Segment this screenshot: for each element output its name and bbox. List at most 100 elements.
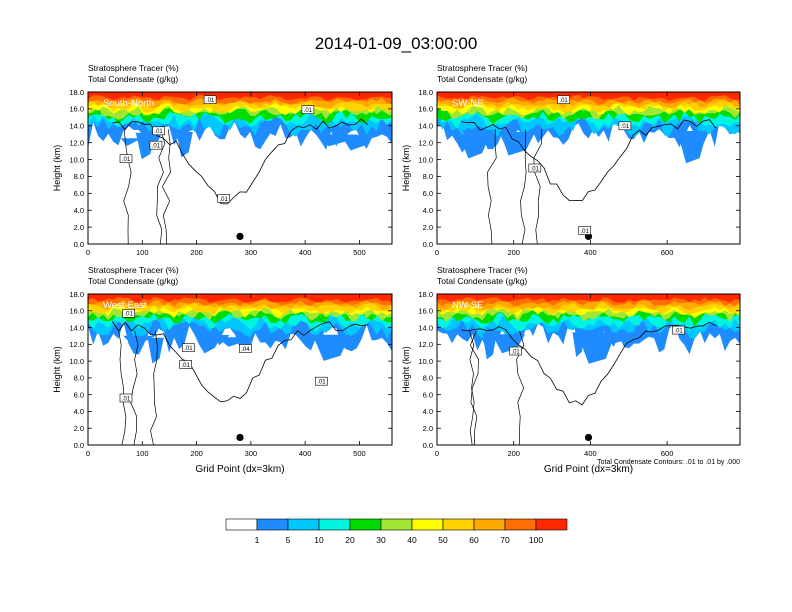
y-tick-label: 16.0 [418, 307, 433, 316]
contour-label: .01 [122, 396, 131, 402]
colorbar-cell [442, 518, 475, 531]
panel-label: SW-NE [452, 98, 484, 109]
location-marker [236, 433, 244, 442]
colorbar-label: 100 [529, 535, 543, 545]
y-tick-label: 16.0 [69, 105, 84, 114]
x-tick-label: 200 [190, 449, 203, 458]
panel-2: .01 .01 .01 .01 SW-NE Stratosphere Tracer (%)… [401, 63, 741, 257]
x-tick-label: 0 [435, 248, 439, 257]
contour-label-box [122, 308, 135, 318]
panel-3: .01.01.01.04.01.01West-EastStratosphere … [52, 265, 393, 475]
plot-frame [436, 293, 741, 446]
panel-title-line: Total Condensate (g/kg) [88, 276, 178, 286]
colorbar-cell [504, 518, 537, 531]
panel-title-line: Total Condensate (g/kg) [88, 74, 178, 84]
contour-label: .01 [152, 144, 161, 150]
contour-label-box [578, 226, 592, 235]
colorbar-cell [380, 518, 413, 531]
y-tick-label: 14.0 [69, 323, 84, 332]
y-tick-label: 6.0 [423, 390, 433, 399]
y-tick-label: 2.0 [423, 424, 433, 433]
contour-label-box [119, 154, 133, 163]
contour-label-box [528, 163, 542, 173]
contour-label: .04 [241, 347, 250, 353]
plot-area: .01 .01 .01 .01 [437, 92, 740, 244]
x-axis-label: Grid Point (dx=3km) [195, 464, 284, 475]
x-tick-label: 0 [435, 449, 439, 458]
colorbar-label: 70 [500, 535, 510, 545]
condensate-contour [520, 129, 527, 244]
contour-label: .01 [559, 98, 568, 104]
y-tick-label: 4.0 [423, 407, 433, 416]
y-tick-label: 6.0 [74, 390, 84, 399]
panel-title-line: Total Condensate (g/kg) [437, 276, 527, 286]
condensate-contour [487, 129, 497, 244]
panels: .01 .01 .01 .01 .01 .01 South-North Stratospher… [52, 63, 741, 475]
y-tick-label: 8.0 [423, 374, 433, 383]
x-tick-label: 600 [661, 248, 674, 257]
contour-label-box [152, 126, 165, 136]
y-tick-label: 14.0 [69, 122, 84, 131]
shade-intrusion [677, 131, 708, 164]
plot-area: .01 .01 [437, 294, 740, 445]
y-tick-label: 4.0 [74, 407, 84, 416]
panel-title-line: Stratosphere Tracer (%) [88, 63, 179, 73]
x-tick-label: 500 [353, 449, 366, 458]
shade-band-10 [437, 294, 740, 303]
y-tick-label: 10.0 [418, 155, 433, 164]
shade-intrusion [123, 335, 155, 346]
y-tick-label: 2.0 [423, 223, 433, 232]
plot-frame [87, 293, 393, 446]
y-tick-label: 0.0 [423, 441, 433, 450]
shade-intrusion [498, 132, 536, 156]
y-tick-label: 4.0 [423, 206, 433, 215]
x-tick-label: 200 [507, 248, 520, 257]
contour-label: .01 [317, 380, 326, 386]
location-marker [584, 433, 593, 442]
panel-label: West-East [103, 300, 147, 311]
condensate-contour [469, 330, 475, 445]
contour-label-box [179, 360, 192, 369]
colorbar-cell [287, 518, 320, 531]
y-tick-label: 12.0 [69, 138, 84, 147]
x-tick-label: 400 [584, 449, 597, 458]
x-tick-label: 400 [299, 449, 312, 458]
colorbar-cell [225, 518, 258, 531]
y-tick-label: 16.0 [69, 307, 84, 316]
contour-label: .01 [531, 166, 540, 172]
condensate-contour [123, 129, 132, 244]
x-tick-label: 200 [507, 449, 520, 458]
colorbar-label: 10 [314, 535, 324, 545]
condensate-contour [118, 330, 127, 445]
x-tick-label: 0 [86, 449, 90, 458]
contour-label: .01 [220, 197, 229, 203]
x-tick-label: 400 [584, 248, 597, 257]
contour-label-box [239, 344, 252, 353]
location-marker [236, 232, 244, 240]
x-tick-label: 500 [353, 248, 366, 257]
contour-label-box [618, 121, 632, 131]
colorbar-label: 30 [376, 535, 386, 545]
panel-title-line: Total Condensate (g/kg) [437, 74, 527, 84]
contour-label-box [217, 194, 230, 203]
y-tick-label: 10.0 [69, 155, 84, 164]
contour-label-box [301, 105, 315, 114]
contour-label: .01 [511, 349, 520, 355]
y-tick-label: 8.0 [74, 374, 84, 383]
x-axis-label: Grid Point (dx=3km) [544, 464, 633, 475]
y-tick-label: 16.0 [418, 105, 433, 114]
panel-label: South-North [103, 98, 154, 109]
shade-intrusion [120, 138, 142, 146]
y-tick-label: 8.0 [74, 172, 84, 181]
shade-intrusion [459, 136, 490, 159]
shade-intrusion [577, 334, 616, 364]
y-tick-label: 0.0 [423, 240, 433, 249]
contour-label: .01 [182, 363, 191, 369]
shade-intrusion [135, 132, 156, 160]
shade-intrusion [482, 333, 497, 360]
shade-intrusion [147, 337, 164, 364]
y-tick-label: 2.0 [74, 223, 84, 232]
y-tick-label: 18.0 [69, 88, 84, 97]
y-axis-label: Height (km) [52, 346, 62, 393]
